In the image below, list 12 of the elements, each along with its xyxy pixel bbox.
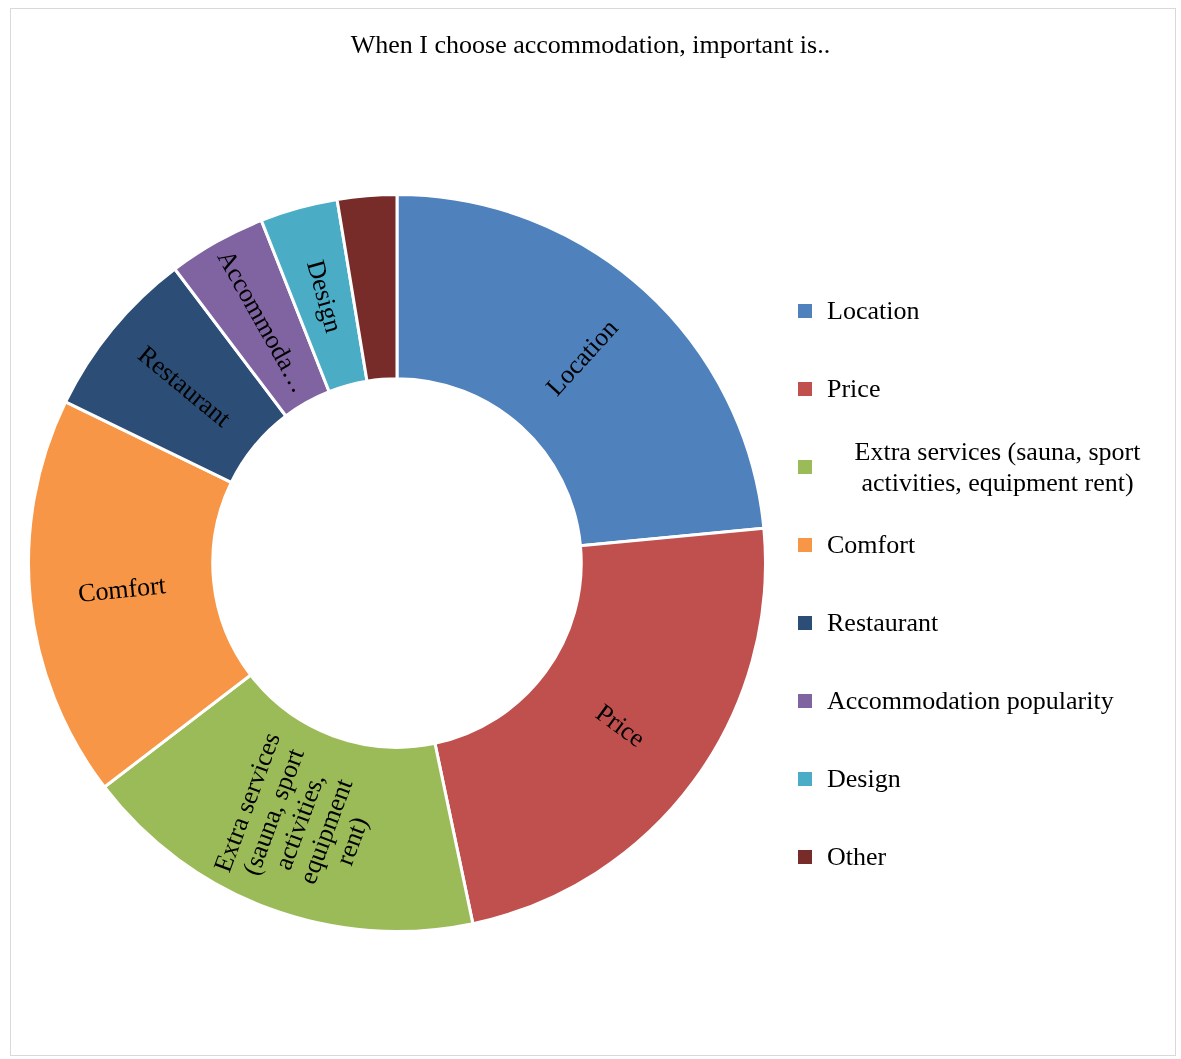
slice-label: Design [301,256,349,336]
legend-label: Other [827,841,887,873]
legend-label: Extra services (sauna, sport activities, equipment rent) [853,435,1142,499]
legend-label: Comfort [827,529,916,561]
legend-label: Location [827,295,920,327]
chart-title: When I choose accommodation, important is.. [349,30,832,60]
legend-label: Restaurant [827,607,939,639]
legend-label: Price [827,373,881,405]
legend-label: Design [827,763,901,795]
slice-label: Price [590,697,651,754]
legend-label: Accommodation popularity [827,685,1114,717]
slice-label: Comfort [76,570,168,608]
